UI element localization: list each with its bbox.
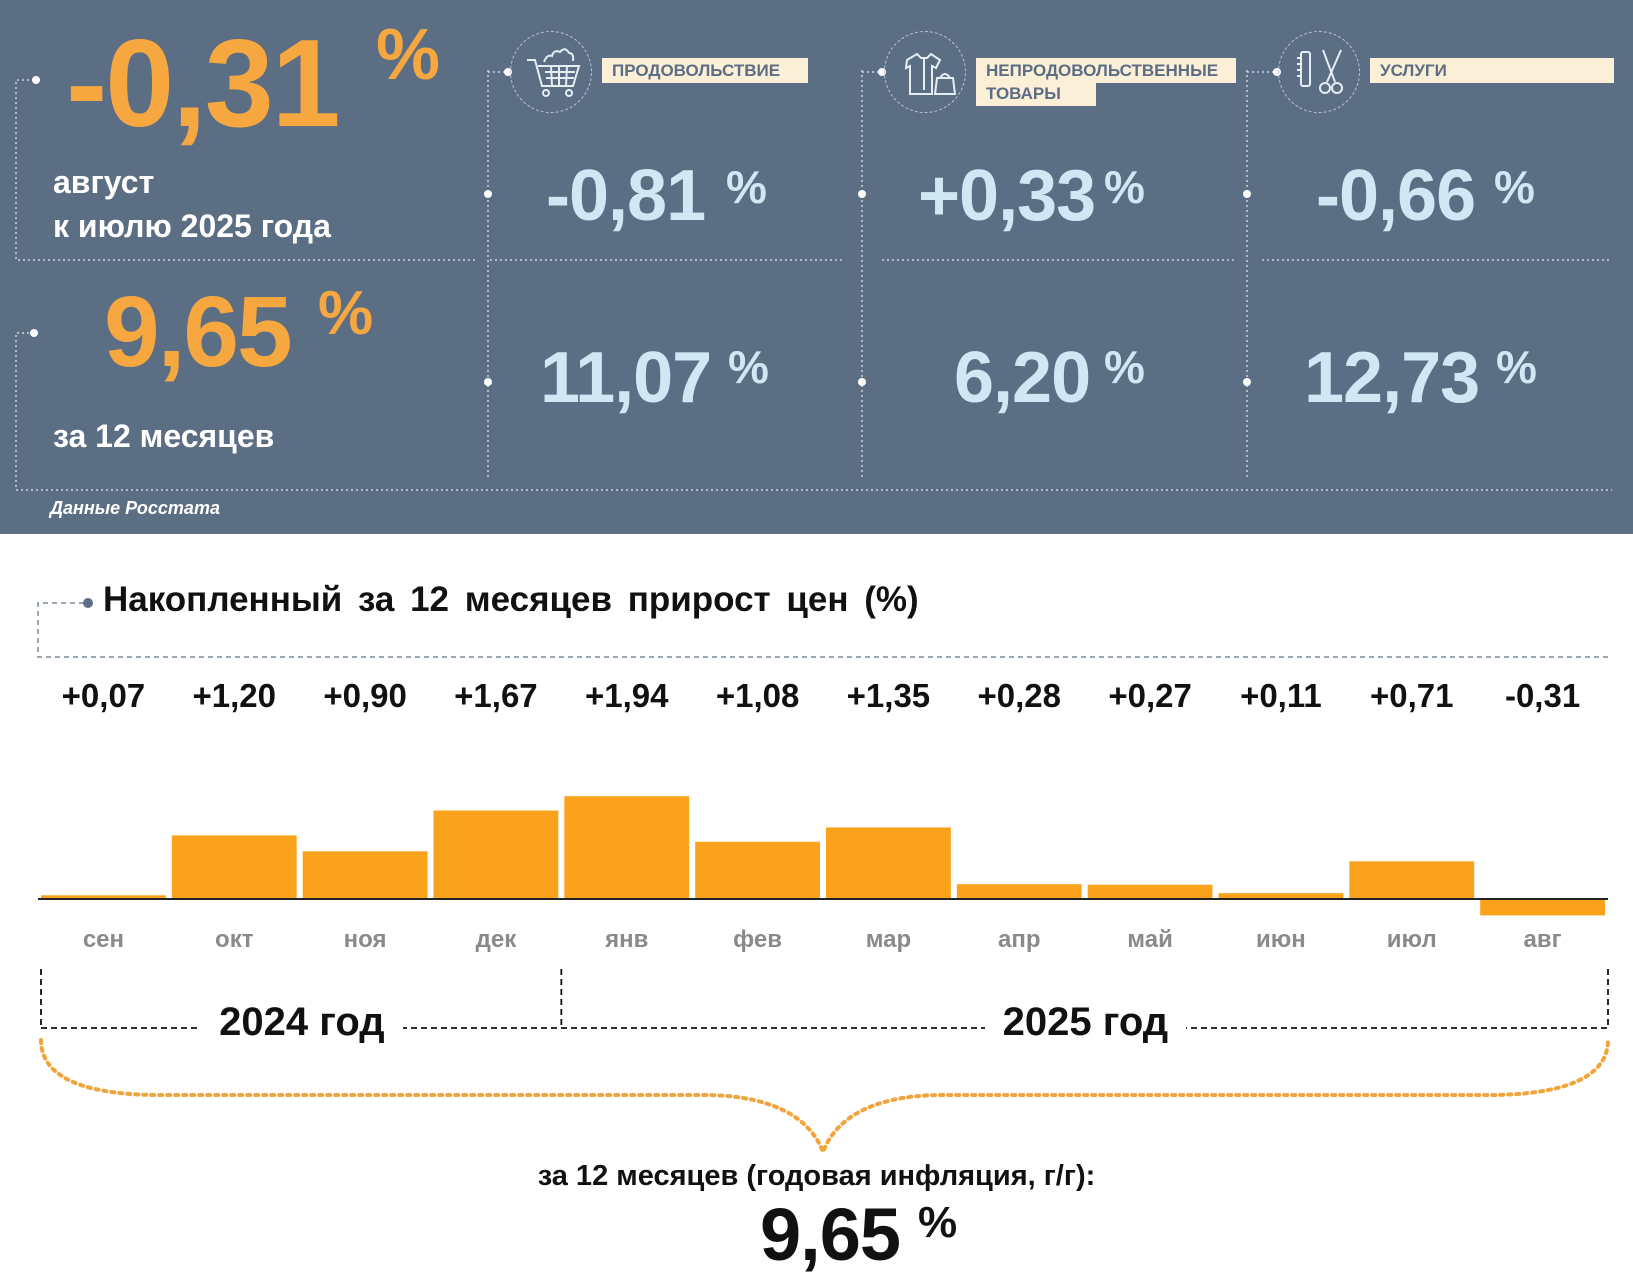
bullet-dot (32, 76, 40, 84)
bullet-dot (858, 190, 866, 198)
x-tick-label: авг (1524, 926, 1562, 953)
bullet-dot (30, 329, 38, 337)
value-label: +0,11 (1240, 677, 1322, 714)
clothing-bag-icon (884, 31, 966, 113)
bar-окт (171, 835, 297, 899)
bullet-dot (504, 68, 512, 76)
annual-inflation-unit: % (918, 1198, 958, 1247)
food-monthly-unit: % (726, 161, 767, 213)
x-tick-label: июн (1256, 926, 1306, 953)
value-label: +1,08 (716, 677, 800, 714)
value-label: +0,28 (978, 677, 1062, 714)
bullet-dot (1273, 68, 1281, 76)
bar-июн (1218, 893, 1344, 899)
services-monthly-unit: % (1494, 161, 1535, 213)
annual-inflation-value: 9,65 (760, 1193, 901, 1276)
services-annual-value: 12,73 (1304, 338, 1480, 418)
value-label: +0,71 (1370, 677, 1454, 714)
food-annual-value: 11,07 (540, 338, 712, 418)
chart-title: Накопленный за 12 месяцев прирост цен (%… (103, 580, 919, 619)
nonfood-monthly-value: +0,33 (918, 156, 1096, 236)
annual-value: 9,65 (104, 276, 293, 388)
food-annual-unit: % (728, 341, 769, 393)
category-tag-nonfood-line1: НЕПРОДОВОЛЬСТВЕННЫЕ (976, 58, 1236, 83)
x-tick-label: мар (866, 926, 911, 953)
services-annual-unit: % (1496, 341, 1537, 393)
bar-дек (433, 810, 559, 899)
value-label: +1,20 (193, 677, 277, 714)
bullet-dot (484, 378, 492, 386)
value-label: +1,67 (454, 677, 538, 714)
bar-ноя (302, 851, 428, 899)
services-monthly-value: -0,66 (1316, 156, 1476, 236)
value-label: +1,94 (585, 677, 669, 714)
shopping-cart-icon (510, 31, 592, 113)
bar-мар (826, 827, 951, 899)
x-tick-label: янв (604, 926, 648, 953)
year-label-2025: 2025 год (984, 1000, 1187, 1045)
x-tick-label: фев (733, 926, 782, 953)
annual-label: за 12 месяцев (53, 418, 275, 454)
bar-апр (956, 884, 1082, 899)
bar-июл (1349, 861, 1475, 899)
year-label-2024: 2024 год (201, 1000, 403, 1045)
x-tick-label: сен (83, 926, 124, 953)
summary-panel: -0,31 % август к июлю 2025 года 9,65 % з… (0, 0, 1633, 534)
x-tick-label: май (1127, 926, 1173, 953)
bar-май (1087, 884, 1213, 899)
data-source: Данные Росстата (50, 498, 220, 518)
bullet-dot (1243, 190, 1251, 198)
value-label: -0,31 (1505, 677, 1580, 714)
bar-янв (564, 796, 690, 899)
nonfood-annual-value: 6,20 (954, 338, 1091, 418)
x-tick-label: окт (215, 926, 254, 953)
bullet-dot (878, 68, 886, 76)
category-tag-food: ПРОДОВОЛЬСТВИЕ (602, 58, 808, 83)
bullet-dot (484, 190, 492, 198)
value-label: +0,07 (62, 677, 146, 714)
panel-divider-lines (15, 70, 1612, 491)
bar-фев (695, 841, 820, 899)
value-label: +1,35 (847, 677, 931, 714)
monthly-value: -0,31 (66, 15, 341, 153)
comb-scissors-icon (1278, 31, 1360, 113)
bullet-dot (1243, 378, 1251, 386)
x-tick-label: июл (1387, 926, 1437, 953)
monthly-label-line1: август (53, 164, 155, 200)
monthly-unit: % (376, 15, 441, 95)
bar-авг (1480, 899, 1605, 916)
nonfood-monthly-unit: % (1104, 161, 1145, 213)
nonfood-annual-unit: % (1104, 341, 1145, 393)
x-tick-label: ноя (344, 926, 387, 953)
monthly-label-line2: к июлю 2025 года (53, 208, 331, 244)
annual-inflation-label: за 12 месяцев (годовая инфляция, г/г): (537, 1160, 1096, 1192)
x-tick-label: дек (476, 926, 518, 953)
value-label: +0,27 (1108, 677, 1192, 714)
bar-сен (41, 895, 166, 899)
bullet-dot (858, 378, 866, 386)
annual-unit: % (318, 279, 374, 348)
x-tick-label: апр (998, 926, 1041, 953)
category-tag-nonfood-line2: ТОВАРЫ (976, 81, 1096, 106)
annual-brace (39, 1038, 1610, 1158)
category-tag-services: УСЛУГИ (1370, 58, 1614, 83)
food-monthly-value: -0,81 (546, 156, 706, 236)
value-label: +0,90 (323, 677, 407, 714)
